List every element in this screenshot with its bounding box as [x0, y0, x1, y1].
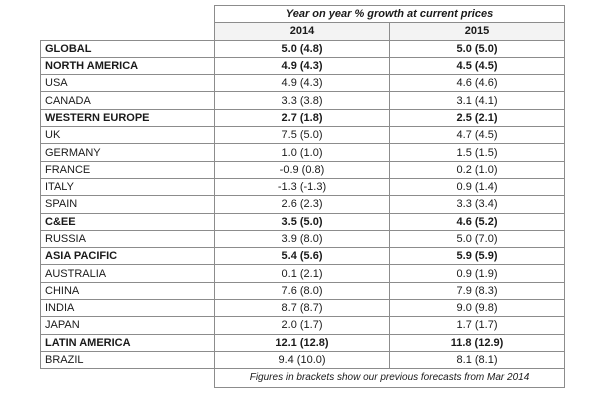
region-cell: GERMANY	[40, 143, 215, 162]
value-2014-cell: -1.3 (-1.3)	[214, 177, 390, 197]
region-cell: ASIA PACIFIC	[40, 247, 215, 266]
table-row: USA 4.9 (4.3) 4.6 (4.6)	[40, 74, 565, 93]
value-2015-cell: 4.7 (4.5)	[389, 126, 565, 145]
region-cell: USA	[40, 74, 215, 93]
blank-corner-cell	[41, 6, 215, 23]
value-2014-cell: -0.9 (0.8)	[214, 160, 390, 179]
value-2015-cell: 5.9 (5.9)	[389, 247, 565, 266]
table-caption: Year on year % growth at current prices	[214, 4, 565, 24]
caption-row: Year on year % growth at current prices	[41, 4, 565, 24]
value-2014-cell: 3.3 (3.8)	[214, 91, 390, 110]
table-row: C&EE 3.5 (5.0) 4.6 (5.2)	[40, 212, 565, 231]
region-cell: CANADA	[40, 91, 215, 110]
table-row: NORTH AMERICA 4.9 (4.3) 4.5 (4.5)	[40, 56, 565, 76]
value-2014-cell: 8.7 (8.7)	[214, 299, 390, 318]
table-row: UK 7.5 (5.0) 4.7 (4.5)	[40, 126, 565, 145]
region-cell: ITALY	[40, 177, 215, 197]
value-2014-cell: 9.4 (10.0)	[214, 350, 390, 370]
table-body: GLOBAL 5.0 (4.8) 5.0 (5.0) NORTH AMERICA 4.9…	[40, 39, 565, 370]
growth-table: Year on year % growth at current prices …	[40, 4, 565, 389]
value-2015-cell: 4.6 (5.2)	[389, 212, 565, 231]
table-row: CANADA 3.3 (3.8) 3.1 (4.1)	[40, 91, 565, 110]
blank-corner-cell	[41, 23, 215, 40]
value-2015-cell: 3.1 (4.1)	[389, 91, 565, 110]
value-2014-cell: 4.9 (4.3)	[214, 56, 390, 76]
value-2015-cell: 4.6 (4.6)	[389, 74, 565, 93]
value-2015-cell: 0.9 (1.4)	[389, 177, 565, 197]
value-2015-cell: 8.1 (8.1)	[389, 350, 565, 370]
value-2015-cell: 0.9 (1.9)	[389, 264, 565, 283]
region-cell: INDIA	[40, 299, 215, 318]
value-2014-cell: 7.6 (8.0)	[214, 281, 390, 301]
value-2015-cell: 11.8 (12.9)	[389, 333, 565, 352]
table-row: ASIA PACIFIC 5.4 (5.6) 5.9 (5.9)	[40, 247, 565, 266]
table-row: AUSTRALIA 0.1 (2.1) 0.9 (1.9)	[40, 264, 565, 283]
value-2014-cell: 12.1 (12.8)	[214, 333, 390, 352]
region-cell: UK	[40, 126, 215, 145]
table-row: BRAZIL 9.4 (10.0) 8.1 (8.1)	[40, 350, 565, 370]
table-row: WESTERN EUROPE 2.7 (1.8) 2.5 (2.1)	[40, 108, 565, 128]
region-cell: CHINA	[40, 281, 215, 301]
value-2015-cell: 1.5 (1.5)	[389, 143, 565, 162]
value-2014-cell: 4.9 (4.3)	[214, 74, 390, 93]
region-cell: LATIN AMERICA	[40, 333, 215, 352]
value-2015-cell: 1.7 (1.7)	[389, 316, 565, 335]
table-row: GERMANY 1.0 (1.0) 1.5 (1.5)	[40, 143, 565, 162]
region-cell: WESTERN EUROPE	[40, 108, 215, 128]
value-2014-cell: 5.4 (5.6)	[214, 247, 390, 266]
value-2014-cell: 3.9 (8.0)	[214, 229, 390, 249]
value-2014-cell: 3.5 (5.0)	[214, 212, 390, 231]
value-2015-cell: 3.3 (3.4)	[389, 195, 565, 214]
region-cell: BRAZIL	[40, 350, 215, 370]
year-header-2014: 2014	[214, 22, 390, 41]
value-2014-cell: 5.0 (4.8)	[214, 39, 390, 58]
year-header-row: 2014 2015	[41, 22, 565, 41]
region-cell: NORTH AMERICA	[40, 56, 215, 76]
value-2015-cell: 0.2 (1.0)	[389, 160, 565, 179]
value-2015-cell: 2.5 (2.1)	[389, 108, 565, 128]
region-cell: GLOBAL	[40, 39, 215, 58]
table-row: GLOBAL 5.0 (4.8) 5.0 (5.0)	[40, 39, 565, 58]
table-row: FRANCE -0.9 (0.8) 0.2 (1.0)	[40, 160, 565, 179]
value-2015-cell: 5.0 (7.0)	[389, 229, 565, 249]
value-2014-cell: 2.7 (1.8)	[214, 108, 390, 128]
value-2014-cell: 0.1 (2.1)	[214, 264, 390, 283]
table-row: SPAIN 2.6 (2.3) 3.3 (3.4)	[40, 195, 565, 214]
table-row: INDIA 8.7 (8.7) 9.0 (9.8)	[40, 299, 565, 318]
table-row: RUSSIA 3.9 (8.0) 5.0 (7.0)	[40, 229, 565, 249]
table-row: ITALY -1.3 (-1.3) 0.9 (1.4)	[40, 177, 565, 197]
value-2014-cell: 2.6 (2.3)	[214, 195, 390, 214]
table-row: JAPAN 2.0 (1.7) 1.7 (1.7)	[40, 316, 565, 335]
region-cell: SPAIN	[40, 195, 215, 214]
value-2014-cell: 2.0 (1.7)	[214, 316, 390, 335]
value-2014-cell: 7.5 (5.0)	[214, 126, 390, 145]
value-2015-cell: 4.5 (4.5)	[389, 56, 565, 76]
region-cell: RUSSIA	[40, 229, 215, 249]
year-header-2015: 2015	[389, 22, 565, 41]
region-cell: FRANCE	[40, 160, 215, 179]
table-footnote: Figures in brackets show our previous fo…	[214, 368, 565, 389]
footnote-row: Figures in brackets show our previous fo…	[41, 368, 565, 389]
value-2015-cell: 9.0 (9.8)	[389, 299, 565, 318]
region-cell: C&EE	[40, 212, 215, 231]
blank-corner-cell	[41, 369, 215, 388]
table-row: CHINA 7.6 (8.0) 7.9 (8.3)	[40, 281, 565, 301]
value-2015-cell: 5.0 (5.0)	[389, 39, 565, 58]
table-row: LATIN AMERICA 12.1 (12.8) 11.8 (12.9)	[40, 333, 565, 352]
region-cell: JAPAN	[40, 316, 215, 335]
value-2015-cell: 7.9 (8.3)	[389, 281, 565, 301]
region-cell: AUSTRALIA	[40, 264, 215, 283]
value-2014-cell: 1.0 (1.0)	[214, 143, 390, 162]
